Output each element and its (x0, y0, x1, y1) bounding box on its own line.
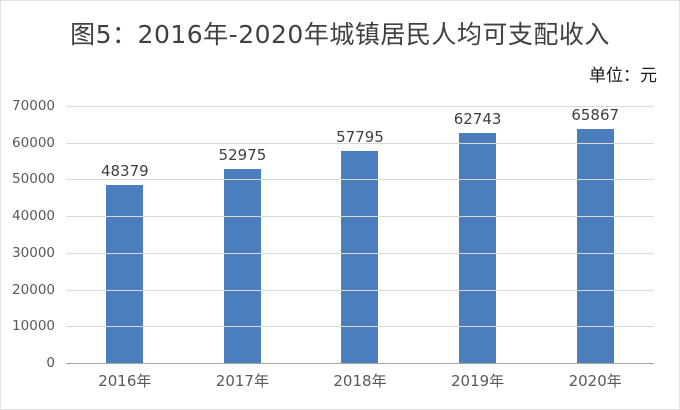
bar-2017年 (223, 168, 261, 363)
plot-area: 48379 52975 57795 62743 65867 (66, 106, 654, 364)
bar-value-label-2019年: 62743 (453, 109, 502, 128)
bar-slot-2020年: 65867 (536, 106, 654, 363)
gridline-40000 (66, 216, 654, 218)
bar-value-label-2018年: 57795 (336, 127, 384, 146)
gridline-60000 (66, 142, 654, 144)
y-tick-label-0: 0 (46, 355, 55, 371)
gridline-20000 (66, 289, 654, 291)
y-tick-label-60000: 60000 (12, 134, 55, 151)
x-tick-label-2019年: 2019年 (450, 372, 505, 390)
bar-2020年 (576, 129, 614, 363)
y-tick-label-70000: 70000 (12, 98, 55, 114)
bar-2019年 (459, 132, 497, 363)
bar-series: 48379 52975 57795 62743 65867 (66, 106, 654, 363)
gridline-50000 (66, 179, 654, 181)
bar-slot-2017年: 52975 (184, 106, 302, 363)
y-axis-labels: 0 10000 20000 30000 40000 50000 60000 70000 (1, 98, 59, 371)
y-tick-label-20000: 20000 (12, 281, 55, 298)
x-tick-label-2018年: 2018年 (333, 372, 387, 390)
bar-value-label-2017年: 52975 (218, 145, 267, 164)
x-tick-label-2016年: 2016年 (98, 372, 152, 390)
bar-value-label-2016年: 48379 (100, 162, 149, 181)
chart-title: 图5：2016年-2020年城镇居民人均可支配收入 (70, 20, 610, 49)
bar-2018年 (341, 150, 379, 363)
gridline-10000 (66, 326, 654, 328)
bar-value-label-2020年: 65867 (571, 106, 620, 124)
unit-label: 单位：元 (589, 66, 657, 86)
y-tick-label-40000: 40000 (12, 208, 55, 225)
x-axis-labels: 2016年 2017年 2018年 2019年 2020年 (66, 370, 654, 391)
bar-slot-2018年: 57795 (301, 106, 419, 363)
gridline-30000 (66, 252, 654, 254)
bar-2016年 (106, 185, 144, 363)
bar-slot-2016年: 48379 (66, 106, 184, 363)
y-tick-label-10000: 10000 (12, 318, 55, 335)
bar-slot-2019年: 62743 (419, 106, 537, 363)
x-tick-label-2020年: 2020年 (568, 372, 622, 390)
x-tick-label-2017年: 2017年 (215, 372, 269, 390)
y-tick-label-50000: 50000 (12, 171, 55, 188)
y-tick-label-30000: 30000 (12, 244, 55, 261)
gridline-70000 (66, 106, 654, 107)
